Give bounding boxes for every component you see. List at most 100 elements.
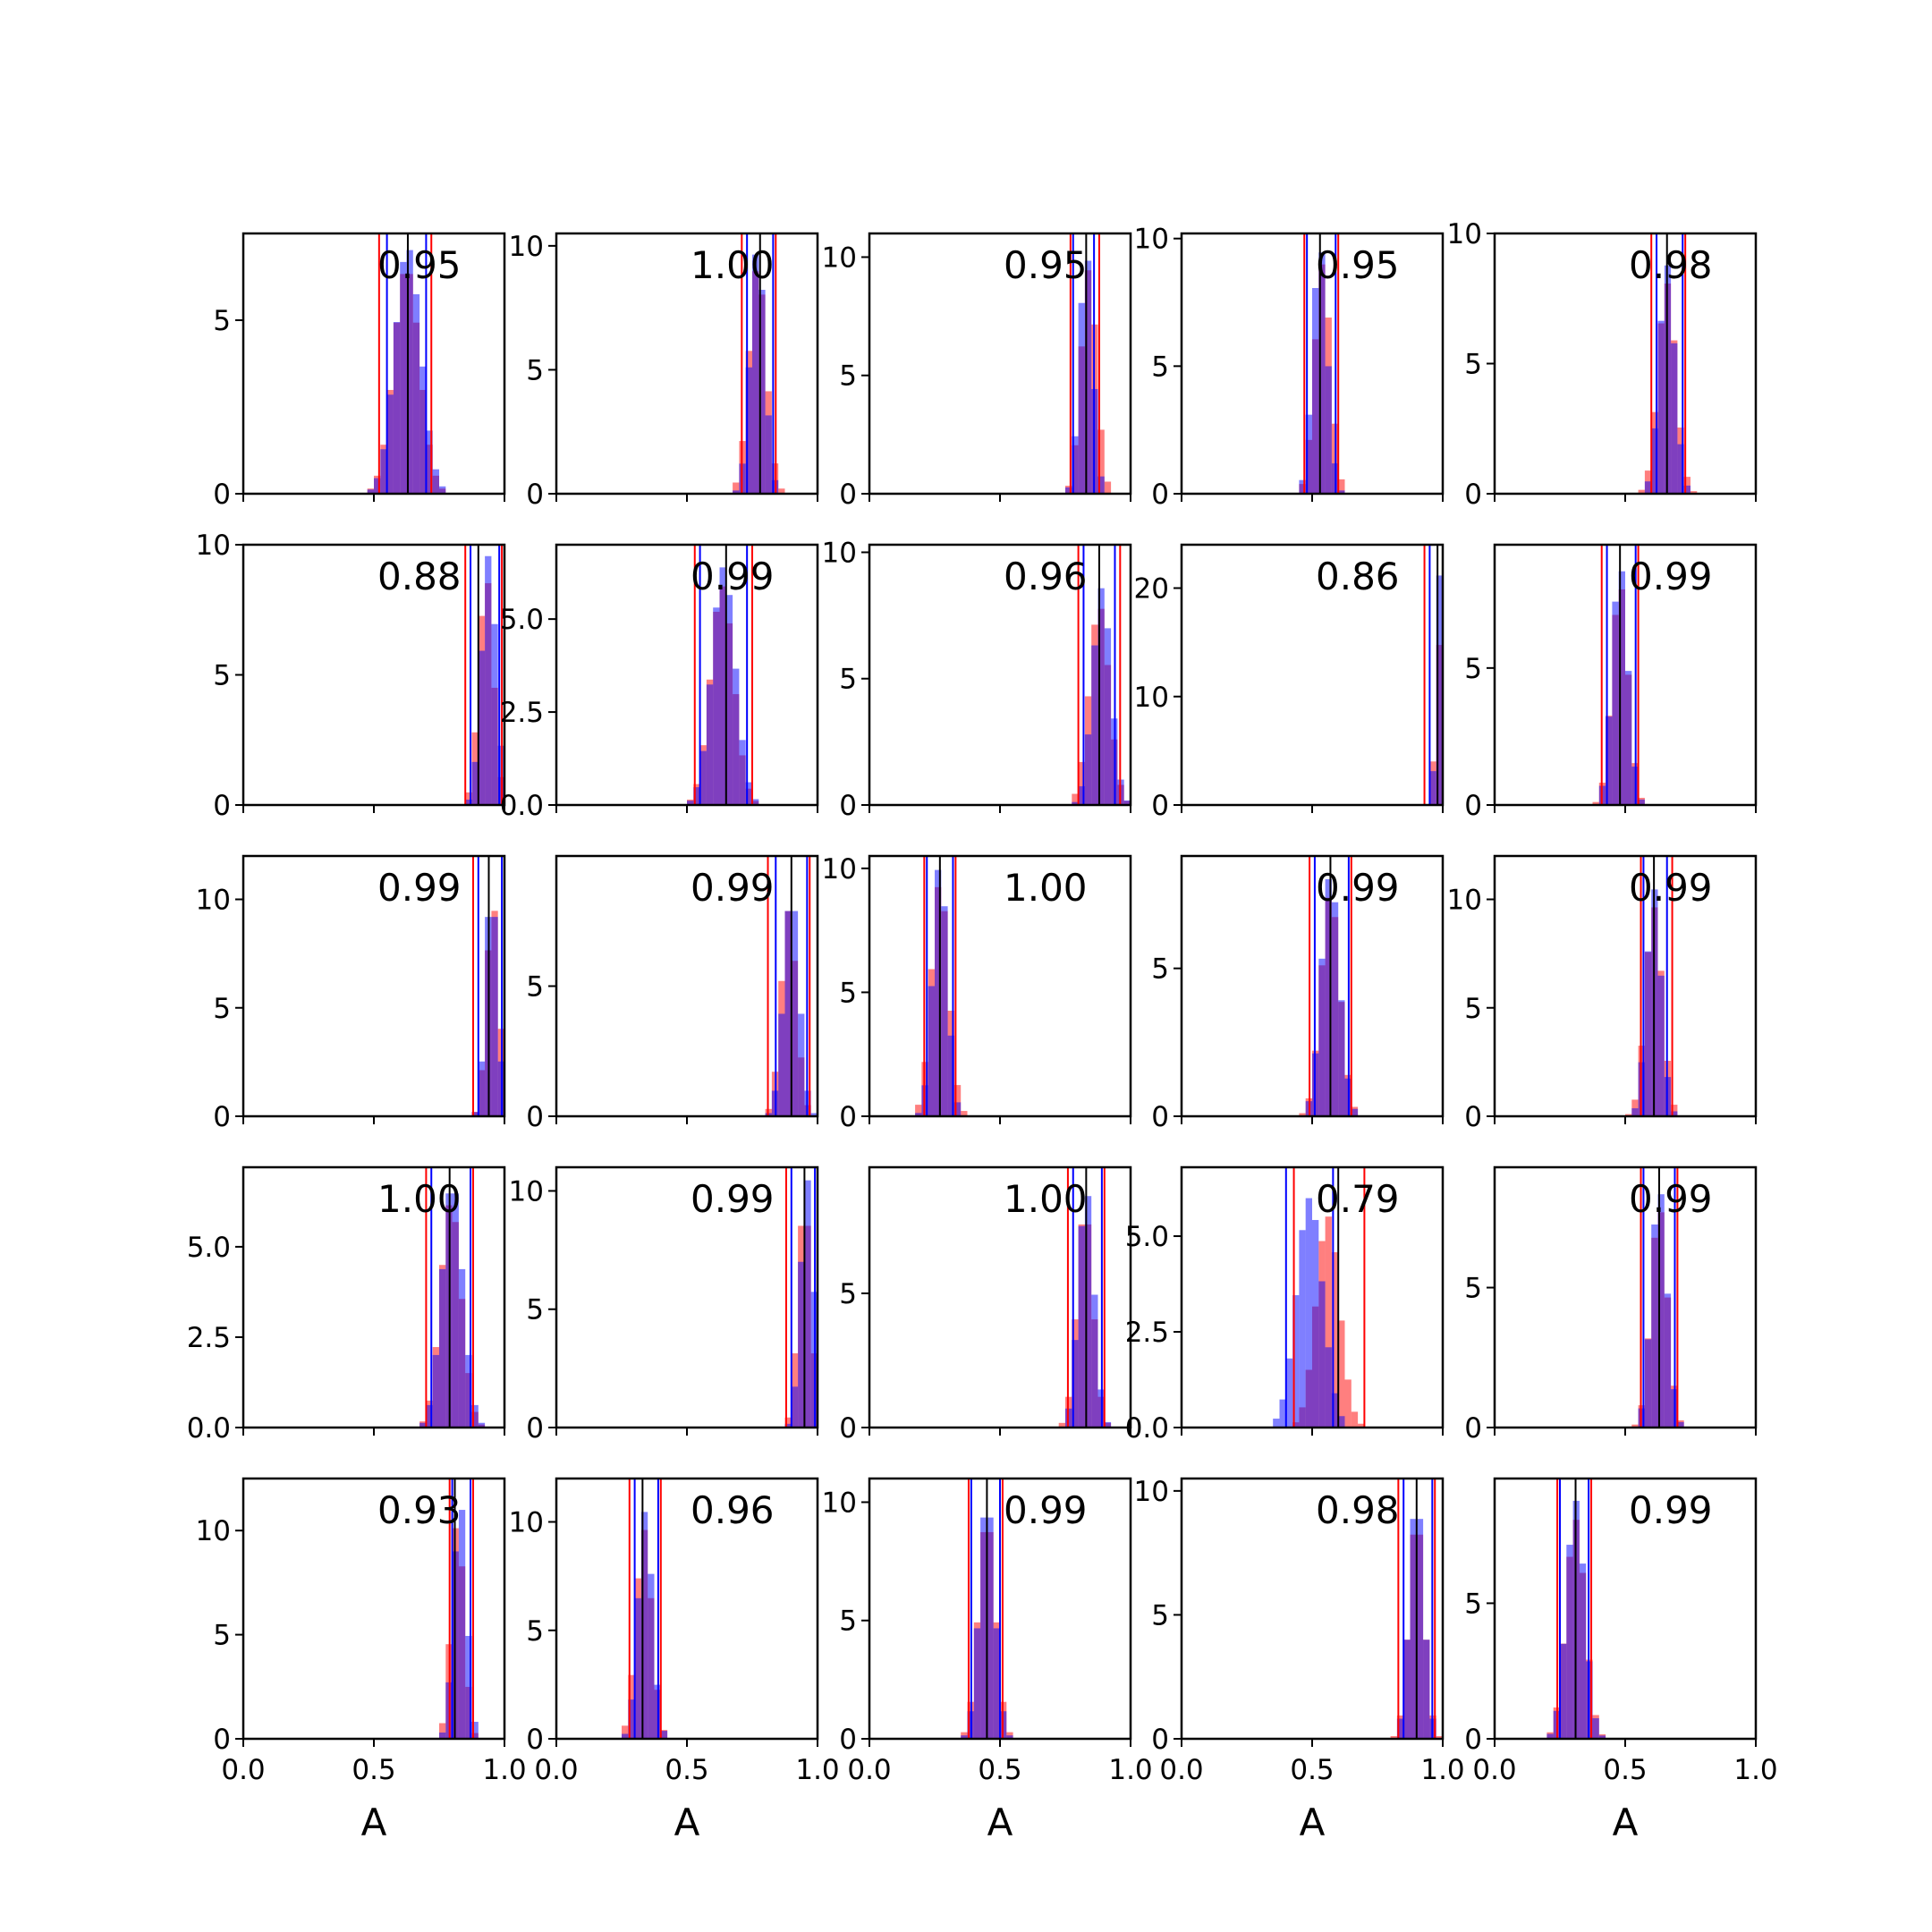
- panel-annotation: 0.95: [377, 243, 462, 287]
- panel-plot-area: [622, 1479, 668, 1739]
- blue-histogram-bar: [1318, 1281, 1326, 1428]
- red-histogram-bar: [1351, 1411, 1359, 1428]
- blue-histogram-bar: [458, 1510, 466, 1739]
- blue-histogram-bar: [622, 1733, 629, 1739]
- panel-annotation: 0.98: [1629, 243, 1713, 287]
- panel-plot-area: [961, 1479, 1013, 1739]
- blue-histogram-bar: [478, 1061, 486, 1116]
- panel-2-5: 050.99: [1464, 543, 1758, 822]
- blue-histogram-bar: [419, 1422, 427, 1428]
- y-tick-label: 0: [526, 1724, 544, 1756]
- red-histogram-bar: [1358, 1423, 1365, 1428]
- blue-histogram-bar: [1084, 734, 1092, 805]
- blue-histogram-bar: [713, 607, 720, 805]
- panel-plot-area: [1390, 1479, 1443, 1739]
- blue-histogram-bar: [1351, 1108, 1359, 1116]
- blue-histogram-bar: [1606, 716, 1613, 805]
- blue-histogram-bar: [452, 1193, 459, 1428]
- red-histogram-bar: [1592, 801, 1599, 805]
- blue-histogram-bar: [648, 1573, 655, 1739]
- blue-histogram-bar: [1644, 481, 1652, 494]
- blue-histogram-bar: [374, 478, 381, 494]
- red-histogram-bar: [1344, 1379, 1352, 1428]
- x-tick-label: 1.0: [795, 1754, 839, 1786]
- blue-histogram-bar: [640, 1512, 648, 1739]
- blue-histogram-bar: [1657, 1194, 1665, 1428]
- blue-histogram-bar: [1318, 958, 1326, 1116]
- red-histogram-bar: [1690, 491, 1698, 494]
- blue-histogram-bar: [1677, 1421, 1684, 1428]
- blue-histogram-bar: [485, 555, 492, 805]
- y-tick-label: 10: [509, 1175, 544, 1208]
- blue-histogram-bar: [1078, 786, 1085, 805]
- blue-histogram-bar: [1416, 1519, 1424, 1739]
- blue-histogram-bar: [798, 1013, 805, 1116]
- blue-histogram-bar: [1423, 1640, 1430, 1739]
- panel-1-1: 050.95: [213, 232, 506, 511]
- y-tick-label: 0: [526, 1101, 544, 1133]
- x-axis-label: A: [1300, 1801, 1326, 1844]
- blue-histogram-bar: [745, 782, 752, 805]
- panel-annotation: 0.93: [377, 1488, 462, 1532]
- blue-histogram-bar: [1338, 490, 1345, 494]
- panel-1-5: 0 5 10 0.98: [1447, 218, 1758, 511]
- panel-annotation: 0.99: [1629, 555, 1713, 598]
- y-tick-label: 5: [526, 971, 544, 1004]
- y-tick-label: 10: [1447, 885, 1482, 917]
- y-tick-label: 0.0: [1125, 1412, 1169, 1445]
- y-tick-label: 0: [1151, 790, 1169, 822]
- panel-4-5: 050.99: [1464, 1165, 1758, 1445]
- y-tick-label: 5: [1464, 993, 1482, 1025]
- blue-histogram-bar: [1104, 628, 1112, 805]
- y-tick-label: 0: [839, 1101, 857, 1133]
- y-tick-label: 10: [1134, 224, 1169, 256]
- blue-histogram-bar: [765, 415, 772, 494]
- blue-histogram-bar: [406, 250, 413, 494]
- blue-histogram-bar: [725, 595, 733, 805]
- x-tick-label: 1.0: [1108, 1754, 1152, 1786]
- y-tick-label: 5: [213, 1620, 231, 1652]
- blue-histogram-bar: [791, 1386, 799, 1428]
- y-tick-label: 5: [526, 1615, 544, 1648]
- panel-annotation: 0.99: [691, 866, 775, 910]
- y-tick-label: 5: [213, 993, 231, 1025]
- red-histogram-bar: [1325, 1216, 1332, 1428]
- blue-histogram-bar: [1312, 288, 1319, 494]
- blue-histogram-bar: [439, 1733, 446, 1739]
- blue-histogram-bar: [1285, 1358, 1293, 1428]
- blue-histogram-bar: [784, 1423, 792, 1428]
- y-tick-label: 5: [839, 977, 857, 1009]
- red-histogram-bar: [1331, 1252, 1339, 1428]
- panel-plot-area: [687, 545, 759, 805]
- panel-plot-area: [367, 233, 446, 494]
- blue-histogram-bar: [471, 1721, 479, 1739]
- y-tick-label: 20: [1134, 573, 1169, 606]
- y-tick-label: 10: [822, 853, 857, 886]
- blue-histogram-bar: [1091, 645, 1098, 805]
- y-tick-label: 10: [1134, 1476, 1169, 1508]
- y-tick-label: 0: [1151, 1724, 1169, 1756]
- blue-histogram-bar: [1072, 436, 1079, 494]
- y-tick-label: 0.0: [187, 1412, 231, 1445]
- blue-histogram-bar: [719, 567, 726, 805]
- blue-histogram-bar: [1664, 1293, 1672, 1428]
- red-histogram-bar: [1683, 477, 1690, 494]
- x-tick-label: 0.5: [665, 1754, 708, 1786]
- blue-histogram-bar: [1299, 1230, 1306, 1428]
- y-tick-label: 5: [1151, 351, 1169, 383]
- blue-histogram-bar: [1671, 1111, 1678, 1116]
- y-tick-label: 10: [509, 231, 544, 263]
- y-tick-label: 5: [839, 1278, 857, 1310]
- blue-histogram-bar: [1078, 302, 1085, 494]
- y-tick-label: 0: [839, 1412, 857, 1445]
- blue-histogram-bar: [1546, 1733, 1554, 1739]
- panel-4-1: 0.0 2.5 5.0 1.00: [187, 1165, 506, 1445]
- x-tick-label: 0.0: [1472, 1754, 1516, 1786]
- y-tick-label: 0: [839, 1724, 857, 1756]
- x-axis-label: A: [987, 1801, 1013, 1844]
- blue-histogram-bar: [810, 1113, 818, 1116]
- blue-histogram-bar: [1123, 800, 1131, 805]
